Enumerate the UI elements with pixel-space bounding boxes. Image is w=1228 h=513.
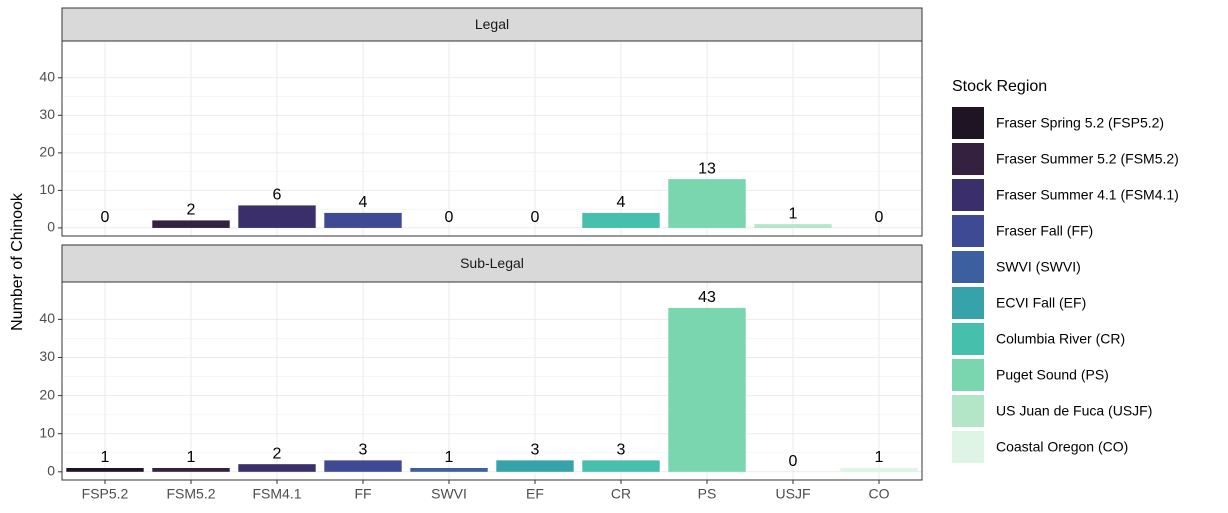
y-tick-label: 0 <box>47 463 55 479</box>
data-label: 0 <box>875 209 884 226</box>
y-tick-label: 40 <box>39 68 55 84</box>
data-label: 0 <box>789 453 798 470</box>
data-label: 3 <box>617 442 626 459</box>
bar <box>324 460 402 472</box>
y-tick-label: 40 <box>39 310 55 326</box>
legend-key <box>952 359 984 391</box>
y-tick-label: 10 <box>39 181 55 197</box>
facet-strip <box>61 7 923 42</box>
bar <box>754 224 832 228</box>
legend-label: ECVI Fall (EF) <box>996 295 1086 311</box>
bar <box>582 212 660 228</box>
y-tick-label: 20 <box>39 386 55 402</box>
legend-key <box>952 107 984 139</box>
x-tick-label: CO <box>869 486 890 502</box>
y-tick-label: 30 <box>39 106 55 122</box>
bar <box>668 179 746 228</box>
bar <box>238 464 316 472</box>
y-tick-label: 20 <box>39 144 55 160</box>
y-tick-label: 0 <box>47 219 55 235</box>
data-label: 3 <box>359 442 368 459</box>
data-label: 2 <box>187 202 196 219</box>
data-label: 1 <box>187 449 196 466</box>
x-tick-label: FSP5.2 <box>82 486 129 502</box>
legend-label: Coastal Oregon (CO) <box>996 439 1128 455</box>
data-label: 6 <box>273 187 282 204</box>
x-tick-label: FF <box>354 486 371 502</box>
bar <box>324 212 402 228</box>
data-label: 1 <box>789 205 798 222</box>
legend-key <box>952 287 984 319</box>
legend-key <box>952 215 984 247</box>
facet-strip <box>61 244 923 283</box>
data-label: 2 <box>273 445 282 462</box>
x-tick-label: FSM5.2 <box>166 486 215 502</box>
y-tick-label: 30 <box>39 348 55 364</box>
bar <box>238 205 316 228</box>
panel-border <box>61 40 923 237</box>
data-label: 0 <box>531 209 540 226</box>
bar <box>152 220 230 228</box>
bar <box>668 307 746 472</box>
facet-title: Sub-Legal <box>460 255 524 271</box>
x-tick-label: FSM4.1 <box>252 486 301 502</box>
x-tick-label: USJF <box>776 486 811 502</box>
data-label: 4 <box>617 194 626 211</box>
y-tick-label: 10 <box>39 424 55 440</box>
legend-title: Stock Region <box>952 78 1047 95</box>
x-tick-label: SWVI <box>431 486 467 502</box>
legend-key <box>952 395 984 427</box>
bar <box>496 460 574 472</box>
data-label: 3 <box>531 442 540 459</box>
legend-key <box>952 143 984 175</box>
data-label: 1 <box>875 449 884 466</box>
legend-label: Columbia River (CR) <box>996 331 1125 347</box>
legend-key <box>952 323 984 355</box>
panel-background <box>62 282 922 480</box>
bar <box>152 467 230 472</box>
y-axis-label: Number of Chinook <box>9 192 26 331</box>
data-label: 0 <box>445 209 454 226</box>
legend-label: Puget Sound (PS) <box>996 367 1109 383</box>
legend-label: US Juan de Fuca (USJF) <box>996 403 1152 419</box>
legend-key <box>952 431 984 463</box>
bar <box>582 460 660 472</box>
x-tick-label: PS <box>698 486 717 502</box>
legend-label: SWVI (SWVI) <box>996 259 1081 275</box>
x-tick-label: EF <box>526 486 544 502</box>
legend-label: Fraser Fall (FF) <box>996 223 1093 239</box>
data-label: 4 <box>359 194 368 211</box>
bar <box>66 467 144 472</box>
data-label: 1 <box>445 449 454 466</box>
data-label: 0 <box>101 209 110 226</box>
facet-title: Legal <box>475 16 509 32</box>
data-label: 13 <box>698 160 716 177</box>
data-label: 43 <box>698 289 716 306</box>
legend-label: Fraser Summer 5.2 (FSM5.2) <box>996 151 1179 167</box>
bar <box>410 467 488 472</box>
x-tick-label: CR <box>611 486 631 502</box>
legend-label: Fraser Summer 4.1 (FSM4.1) <box>996 187 1179 203</box>
bar <box>840 467 918 472</box>
data-label: 1 <box>101 449 110 466</box>
panel-background <box>62 41 922 236</box>
legend-key <box>952 179 984 211</box>
legend-key <box>952 251 984 283</box>
legend-label: Fraser Spring 5.2 (FSP5.2) <box>996 115 1164 131</box>
panel-border <box>61 281 923 481</box>
